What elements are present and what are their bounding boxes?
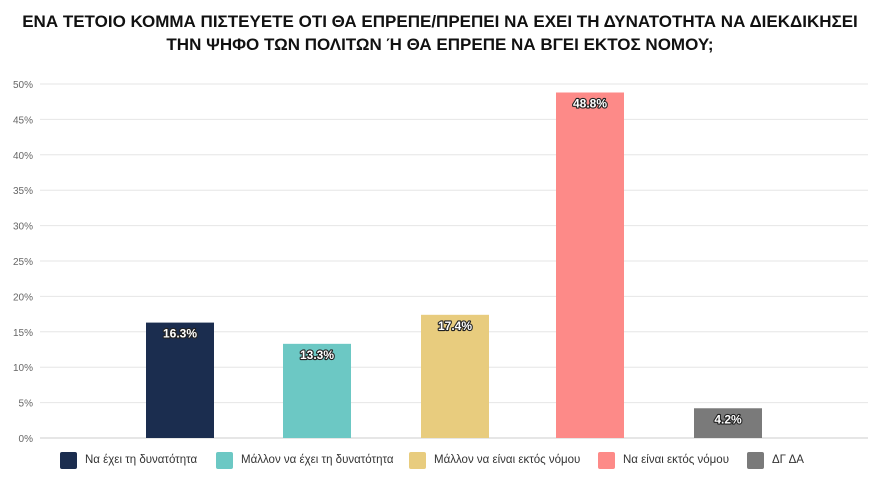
bar-data-label: 17.4% [438,319,472,333]
bar [694,408,762,438]
legend-label: Να είναι εκτός νόμου [623,454,729,466]
legend-item: Μάλλον να έχει τη δυνατότητα [216,450,394,470]
chart-title-line-2: ΤΗΝ ΨΗΦΟ ΤΩΝ ΠΟΛΙΤΩΝ Ή ΘΑ ΕΠΡΕΠΕ ΝΑ ΒΓΕΙ… [166,35,714,54]
chart-title: ΕΝΑ ΤΕΤΟΙΟ ΚΟΜΜΑ ΠΙΣΤΕΥΕΤΕ ΟΤΙ ΘΑ ΕΠΡΕΠΕ… [0,10,880,56]
bar-chart: 0% 5% 10% 15% 20% 25% 30% 35% 40% 45% 50% 16.3% 13.3… [13,80,868,445]
chart-title-line-1: ΕΝΑ ΤΕΤΟΙΟ ΚΟΜΜΑ ΠΙΣΤΕΥΕΤΕ ΟΤΙ ΘΑ ΕΠΡΕΠΕ… [22,12,858,31]
legend-item: Να έχει τη δυνατότητα [60,450,197,470]
chart-legend: Να έχει τη δυνατότητα Μάλλον να έχει τη δ… [0,450,880,472]
y-tick-label: 0% [19,434,34,445]
legend-item: Μάλλον να είναι εκτός νόμου [409,450,580,470]
bar [283,343,351,438]
legend-item: Να είναι εκτός νόμου [598,450,729,470]
y-tick-label: 10% [13,363,33,374]
y-tick-label: 20% [13,292,33,303]
y-tick-label: 50% [13,80,33,91]
y-tick-label: 5% [19,399,34,410]
legend-item: ΔΓ ΔΑ [747,450,804,470]
bar [146,322,214,438]
bar-data-label: 4.2% [714,412,742,426]
bar [421,314,489,438]
legend-swatch [747,451,764,469]
bar-data-label: 48.8% [573,96,607,110]
legend-label: Μάλλον να είναι εκτός νόμου [434,454,581,466]
legend-label: Μάλλον να έχει τη δυνατότητα [241,454,394,466]
bar [556,92,624,438]
y-tick-label: 35% [13,186,33,197]
y-tick-label: 15% [13,328,33,339]
bar-data-label: 16.3% [163,327,197,341]
legend-swatch [60,451,77,469]
legend-label: ΔΓ ΔΑ [772,454,804,466]
legend-swatch [598,451,615,469]
legend-swatch [409,451,426,469]
y-tick-label: 45% [13,115,33,126]
legend-label: Να έχει τη δυνατότητα [85,454,198,466]
bar-data-label: 13.3% [300,348,334,362]
y-tick-label: 25% [13,257,33,268]
y-tick-label: 30% [13,222,33,233]
y-tick-label: 40% [13,151,33,162]
legend-swatch [216,451,233,469]
